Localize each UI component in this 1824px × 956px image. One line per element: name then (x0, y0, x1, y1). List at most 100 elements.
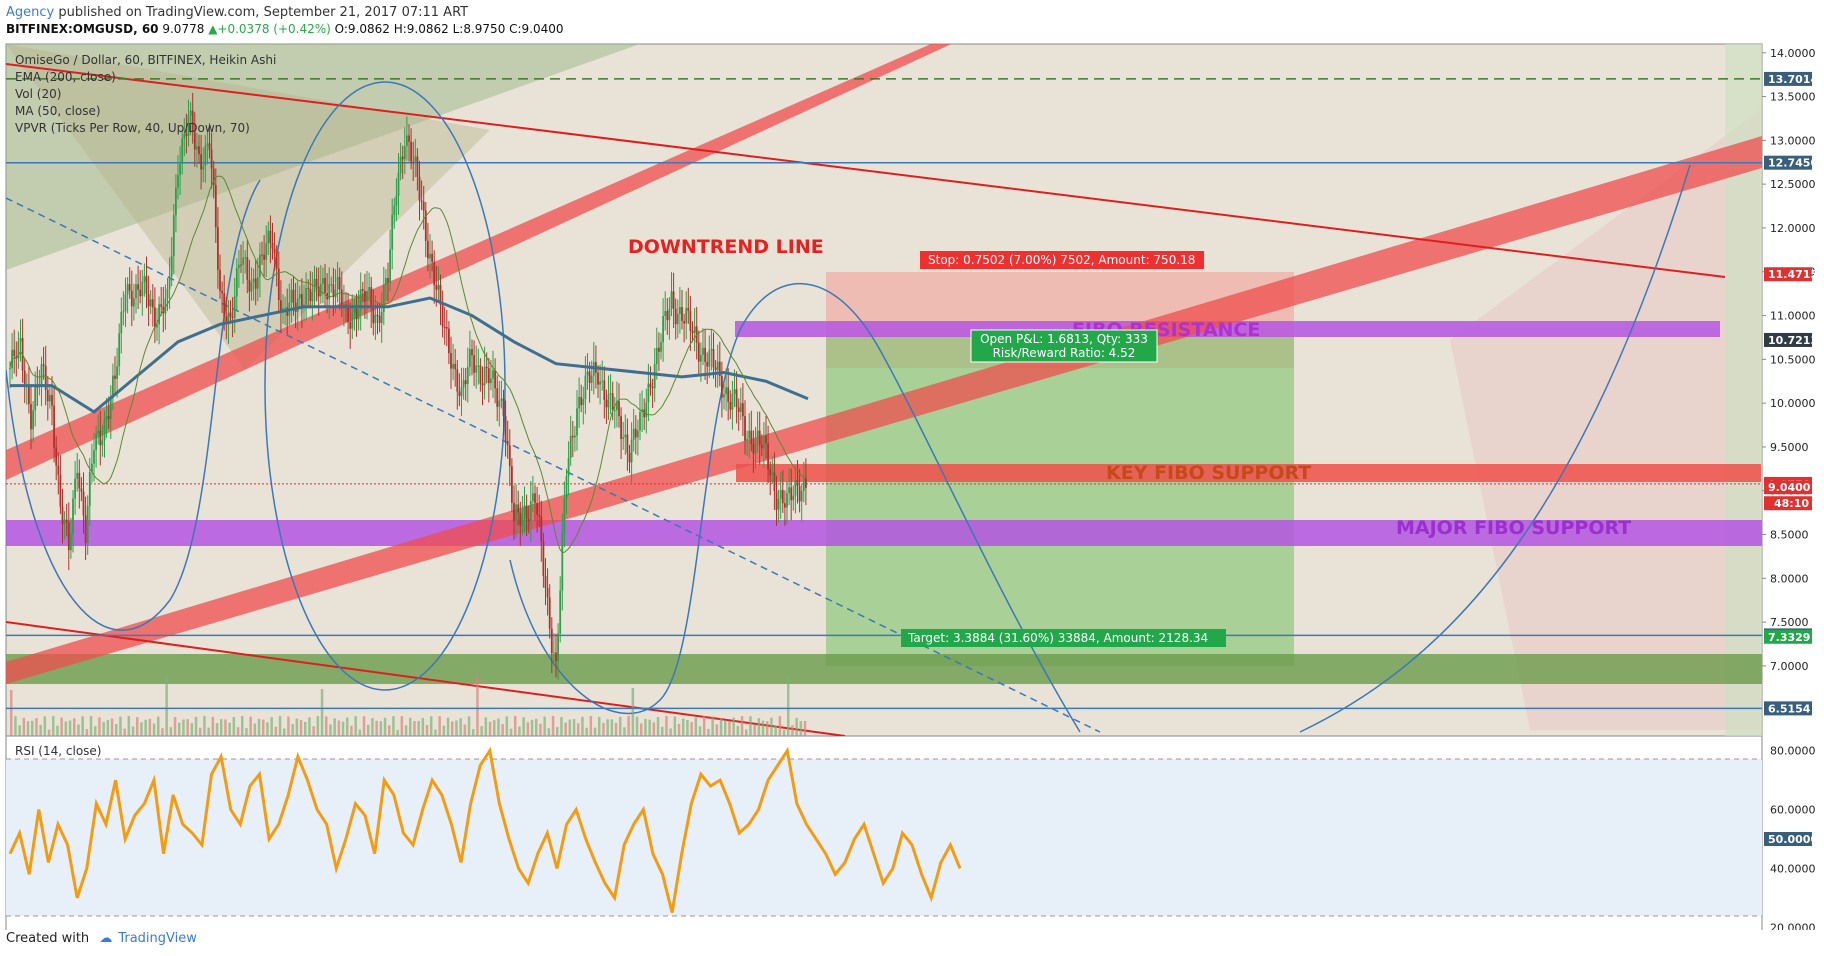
candle-body (330, 284, 333, 286)
volume-bar (560, 717, 563, 736)
candle-body (137, 284, 139, 290)
volume-bar (740, 716, 744, 736)
candle-body (464, 380, 467, 385)
candle-body (103, 419, 106, 441)
candle-body (485, 366, 488, 369)
candle-body (122, 311, 125, 313)
candle-body (794, 480, 797, 496)
volume-bar (644, 718, 647, 736)
candle-body (238, 264, 240, 269)
candle-body (361, 289, 364, 291)
volume-bar (346, 717, 349, 736)
candle-body (34, 386, 37, 411)
candle-body (227, 312, 230, 325)
volume-bar (341, 721, 345, 736)
candle-body (322, 277, 324, 284)
candle-body (172, 215, 175, 257)
candle-body (349, 321, 352, 329)
volume-bar (26, 721, 30, 736)
pnl-box[interactable] (970, 329, 1158, 363)
candle-body (574, 435, 576, 438)
volume-bar (610, 719, 614, 736)
volume-bar (749, 716, 752, 736)
volume-bar (22, 717, 26, 736)
volume-bar (434, 729, 437, 736)
volume-bar (85, 729, 89, 736)
volume-bar (278, 716, 282, 736)
rsi-tick-label: 20.0000 (1770, 921, 1816, 930)
candle-body (735, 389, 738, 408)
publisher-link[interactable]: Agency (6, 5, 55, 20)
target-box[interactable] (901, 629, 1226, 647)
stop-box[interactable] (920, 251, 1204, 269)
candle-body (353, 308, 356, 313)
candle-body (805, 478, 807, 488)
tradingview-link[interactable]: TradingView (118, 931, 197, 946)
candle-body (716, 361, 719, 370)
candle-body (28, 386, 30, 405)
volume-bar (295, 718, 299, 736)
volume-bar (77, 724, 80, 736)
candle-body (521, 514, 524, 526)
candle-body (246, 257, 249, 280)
rsi-axis[interactable]: 20.0000 40.0000 50.0000 60.0000 80.0000 (1764, 745, 1818, 930)
candle-body (630, 439, 633, 463)
candle-body (601, 380, 604, 382)
candle-body (93, 450, 95, 464)
candle-body (309, 288, 312, 301)
candle-body (317, 286, 320, 297)
candle-body (88, 472, 91, 506)
candle-body (355, 308, 358, 320)
candle-body (382, 284, 385, 312)
candle-body (718, 361, 721, 376)
candle-body (65, 519, 68, 523)
chart-canvas[interactable]: DOWNTREND LINE FIBO RESISTANCE KEY FIBO … (0, 40, 1824, 930)
candle-body (72, 498, 74, 534)
price-axis[interactable]: 7.00007.50008.00008.50009.00009.500010.0… (1762, 47, 1816, 673)
volume-bar (589, 716, 593, 736)
candle-body (756, 430, 759, 438)
candle-body (219, 269, 221, 291)
candle-body (429, 253, 431, 259)
volume-bar (392, 716, 395, 736)
candle-body (151, 299, 154, 308)
candle-body (466, 367, 469, 385)
volume-bar (493, 720, 496, 736)
candle-body (185, 133, 188, 136)
volume-bar (522, 717, 525, 736)
candle-body (754, 437, 757, 454)
candle-body (422, 201, 425, 211)
candle-body (655, 347, 658, 365)
candle-body (670, 291, 673, 309)
volume-bar (325, 716, 328, 736)
candle-body (265, 243, 268, 260)
legend-vol[interactable]: Vol (20) (15, 87, 61, 101)
rr-text: Risk/Reward Ratio: 4.52 (993, 346, 1136, 360)
volume-bar (421, 717, 425, 736)
candle-body (252, 278, 255, 282)
candle-body (263, 254, 265, 260)
y-tick-label: 14.0000 (1770, 47, 1816, 60)
volume-bar (787, 676, 790, 736)
legend-ema[interactable]: EMA (200, close) (15, 70, 116, 84)
candle-body (567, 457, 570, 477)
candle-body (710, 349, 713, 351)
volume-bar (577, 723, 580, 736)
legend-vpvr[interactable]: VPVR (Ticks Per Row, 40, Up/Down, 70) (15, 121, 250, 135)
candle-body (672, 291, 675, 309)
candle-body (177, 174, 179, 188)
candle-body (51, 395, 53, 406)
candle-body (712, 349, 715, 368)
candle-body (315, 278, 318, 287)
legend-main[interactable]: OmiseGo / Dollar, 60, BITFINEX, Heikin A… (15, 53, 276, 67)
volume-bar (169, 727, 173, 736)
candle-body (431, 253, 433, 262)
candle-body (397, 172, 400, 196)
volume-bar (241, 716, 244, 736)
legend-rsi[interactable]: RSI (14, close) (15, 744, 101, 758)
candle-body (634, 428, 637, 438)
y-tick-label: 10.0000 (1770, 397, 1816, 410)
key-fibo-band (736, 464, 1761, 482)
candle-body (779, 490, 782, 499)
legend-ma[interactable]: MA (50, close) (15, 104, 101, 118)
